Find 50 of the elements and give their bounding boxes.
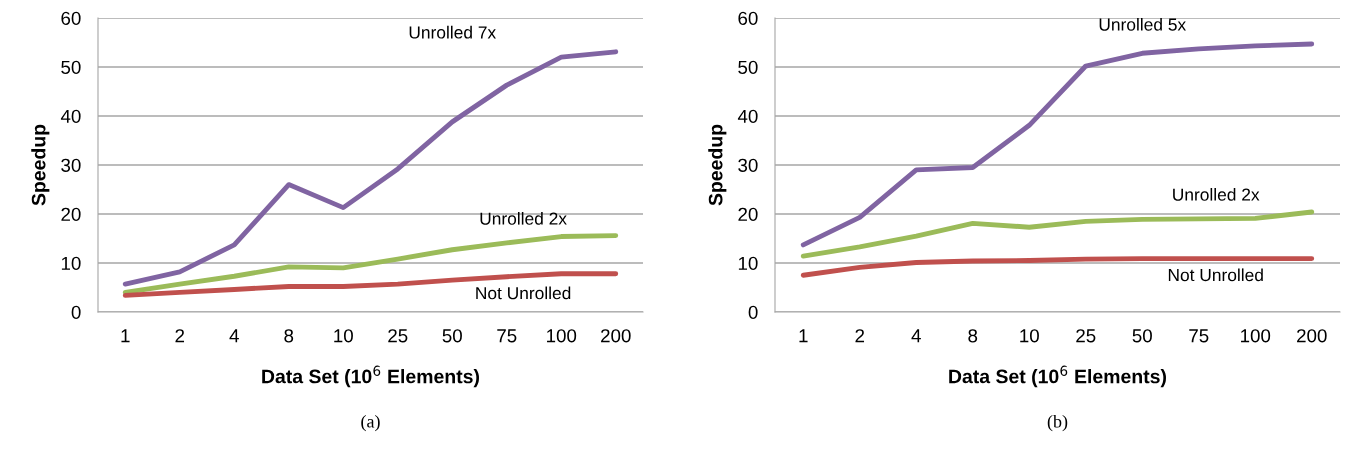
text: (b) (1047, 414, 1068, 432)
x-tick-label: 8 (284, 329, 294, 343)
x-tick-label: 75 (497, 329, 517, 343)
y-tick-label: 20 (738, 207, 758, 221)
y-tick-label: 50 (61, 60, 81, 74)
series-label: Not Unrolled (476, 286, 571, 300)
line-series (122, 271, 619, 298)
y-tick-label: 0 (71, 305, 81, 319)
y-tick-label: 60 (61, 11, 81, 25)
y-tick-label: 10 (61, 256, 81, 270)
line-series (122, 49, 619, 287)
x-tick-label: 1 (121, 329, 130, 343)
x-tick-label: 4 (229, 329, 239, 343)
y-tick-label: 40 (60, 109, 81, 123)
line-series (800, 209, 1315, 259)
x-tick-label: 10 (1020, 329, 1039, 343)
y-tick-label: 30 (61, 158, 81, 172)
series-label: Unrolled 2x (1173, 188, 1260, 201)
x-tick-label: 25 (388, 329, 408, 343)
y-tick-label: 0 (748, 305, 758, 319)
x-tick-label: 200 (1297, 329, 1327, 343)
y-tick-label: 60 (738, 11, 758, 25)
x-tick-label: 4 (911, 329, 921, 343)
x-tick-label: 100 (1241, 329, 1271, 343)
x-axis-title: Data Set (10$^{6}$ Elements) (949, 365, 1166, 388)
text: Unrolled 7x (409, 25, 496, 39)
x-tick-label: 200 (601, 329, 631, 343)
y-tick-label: 50 (738, 60, 758, 74)
y-tick-label: 40 (737, 109, 758, 123)
x-tick-label: 50 (1132, 329, 1152, 343)
x-tick-label: 1 (799, 329, 808, 343)
y-tick-label: 10 (738, 256, 758, 270)
y-tick-label: 30 (738, 158, 758, 172)
x-tick-label: 75 (1189, 329, 1209, 343)
x-tick-label: 50 (442, 329, 462, 343)
x-tick-label: 2 (855, 329, 865, 343)
series-label: Not Unrolled (1168, 268, 1263, 282)
series-label: Unrolled 2x (480, 212, 567, 225)
x-tick-label: 8 (968, 329, 978, 343)
x-tick-label: 100 (547, 329, 577, 343)
x-tick-label: 2 (175, 329, 185, 343)
text: (a) (361, 414, 380, 432)
y-tick-label: 20 (61, 207, 81, 221)
y-axis-title: Speedup (31, 124, 50, 206)
line-series (800, 41, 1315, 248)
y-axis-title: Speedup (708, 124, 727, 206)
series-label: Unrolled 5x (1099, 17, 1186, 31)
x-tick-label: 10 (334, 329, 353, 343)
x-axis-title: Data Set (10$^{6}$ Elements) (262, 365, 479, 388)
x-tick-label: 25 (1076, 329, 1096, 343)
